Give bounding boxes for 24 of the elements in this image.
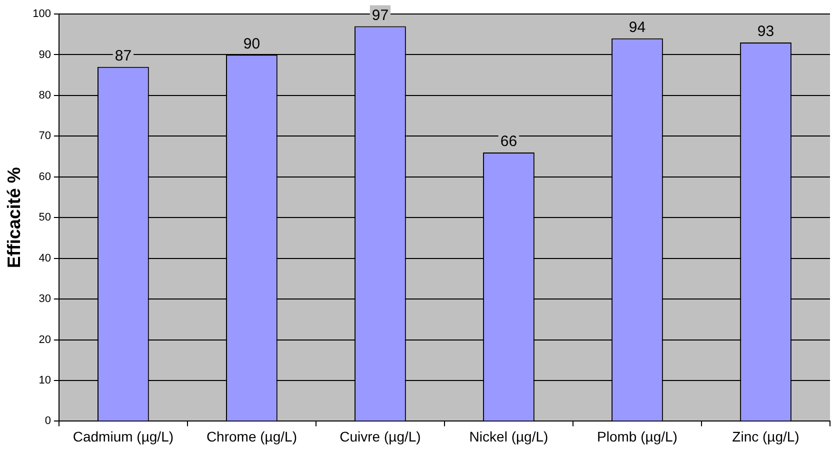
data-label: 94 xyxy=(628,19,646,36)
y-tick-label: 0 xyxy=(44,415,51,428)
y-tick-label: 90 xyxy=(38,48,51,61)
data-label: 93 xyxy=(757,23,774,40)
y-tick-label: 40 xyxy=(38,252,51,264)
x-tick-label: Zinc (µg/L) xyxy=(732,428,800,444)
y-tick-label: 80 xyxy=(38,89,51,102)
y-tick-label: 100 xyxy=(32,8,51,20)
data-label: 97 xyxy=(372,6,389,24)
y-tick-label: 50 xyxy=(38,212,51,224)
y-tick-label: 20 xyxy=(38,334,51,346)
x-tick-label: Cadmium (µg/L) xyxy=(72,428,174,444)
x-tick-label: Plomb (µg/L) xyxy=(597,428,678,444)
data-label: 87 xyxy=(114,48,132,65)
x-tick-label: Nickel (µg/L) xyxy=(469,428,548,444)
y-axis-title: Efficacité % xyxy=(4,167,24,268)
y-tick-label: 10 xyxy=(38,374,51,387)
y-tick-label: 60 xyxy=(38,170,51,183)
y-tick-label: 30 xyxy=(38,293,51,306)
x-tick-label: Cuivre (µg/L) xyxy=(340,428,421,444)
y-tick-label: 70 xyxy=(38,130,51,142)
data-label: 90 xyxy=(243,35,260,52)
data-label: 66 xyxy=(500,133,518,150)
x-tick-label: Chrome (µg/L) xyxy=(206,428,297,444)
